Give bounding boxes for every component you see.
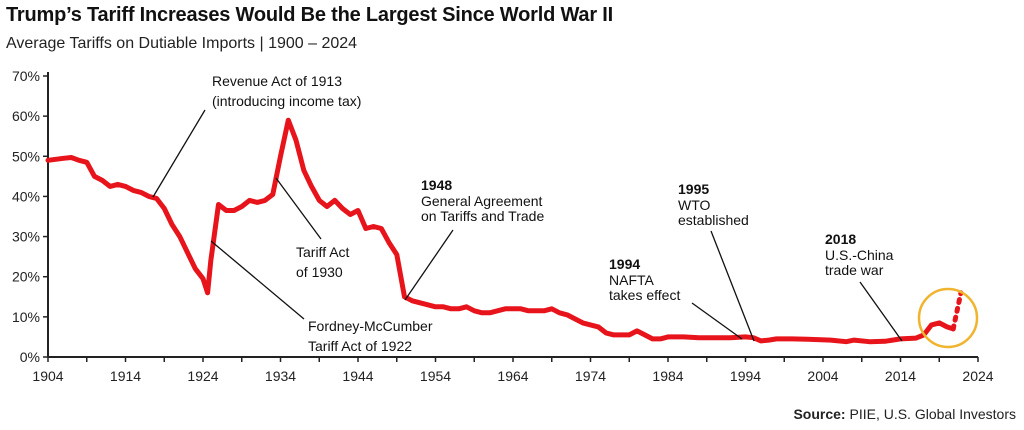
annotation-year: 1948 <box>421 177 452 193</box>
x-tick-label: 1974 <box>575 368 606 384</box>
x-tick-label: 2004 <box>807 368 838 384</box>
x-tick-label: 1964 <box>497 368 528 384</box>
tariff-line <box>45 117 956 345</box>
y-tick-label: 50% <box>12 148 40 164</box>
annotation-text: established <box>678 212 749 228</box>
annotation-text: WTO <box>678 197 711 213</box>
y-tick-label: 40% <box>12 188 40 204</box>
annotation-year: 2018 <box>825 231 856 247</box>
y-tick-label: 20% <box>12 269 40 285</box>
annotation-text: of 1930 <box>296 264 343 280</box>
projected-tariff-line <box>950 290 964 332</box>
annotation-text: Revenue Act of 1913 <box>212 73 342 89</box>
annotation-text: Tariff Act <box>296 244 350 260</box>
x-tick-label: 1984 <box>652 368 683 384</box>
annotation-leader-line <box>691 302 743 340</box>
annotation-leader-line <box>210 240 305 320</box>
y-tick-label: 30% <box>12 229 40 245</box>
x-tick-label: 1904 <box>32 368 63 384</box>
x-tick-label: 1924 <box>187 368 218 384</box>
x-tick-label: 2014 <box>885 368 916 384</box>
annotation-text: U.S.-China <box>825 247 894 263</box>
annotation-text: Fordney-McCumber <box>308 318 433 334</box>
chart-title: Trump’s Tariff Increases Would Be the La… <box>6 4 613 26</box>
annotation-text: on Tariffs and Trade <box>421 208 544 224</box>
annotation-year: 1994 <box>609 256 640 272</box>
y-tick-label: 60% <box>12 108 40 124</box>
x-tick-label: 1994 <box>730 368 761 384</box>
annotation-leader-line <box>152 109 206 198</box>
annotation-text: trade war <box>825 262 884 278</box>
annotation-year: 1995 <box>678 181 709 197</box>
source-text: PIIE, U.S. Global Investors <box>849 406 1016 422</box>
source-label: Source: <box>793 406 846 422</box>
annotation-text: (introducing income tax) <box>212 93 361 109</box>
y-tick-label: 10% <box>12 309 40 325</box>
annotation-text: NAFTA <box>609 272 655 288</box>
source-note: Source: PIIE, U.S. Global Investors <box>793 406 1016 422</box>
annotation-text: takes effect <box>609 287 680 303</box>
annotation-text: General Agreement <box>421 193 543 209</box>
x-tick-label: 1934 <box>265 368 296 384</box>
x-tick-label: 1954 <box>420 368 451 384</box>
chart-subtitle: Average Tariffs on Dutiable Imports | 19… <box>6 35 358 52</box>
x-tick-label: 1944 <box>342 368 373 384</box>
annotation-leader-line <box>275 177 322 240</box>
annotation-leader-line <box>404 229 454 301</box>
annotation-leader-line <box>710 230 755 342</box>
highlight-circle <box>917 287 979 349</box>
annotation-text: Tariff Act of 1922 <box>308 338 412 354</box>
annotation-leader-line <box>859 281 903 342</box>
x-tick-label: 1914 <box>110 368 141 384</box>
y-tick-label: 0% <box>20 349 40 365</box>
x-tick-label: 2024 <box>962 368 993 384</box>
y-tick-label: 70% <box>12 68 40 84</box>
